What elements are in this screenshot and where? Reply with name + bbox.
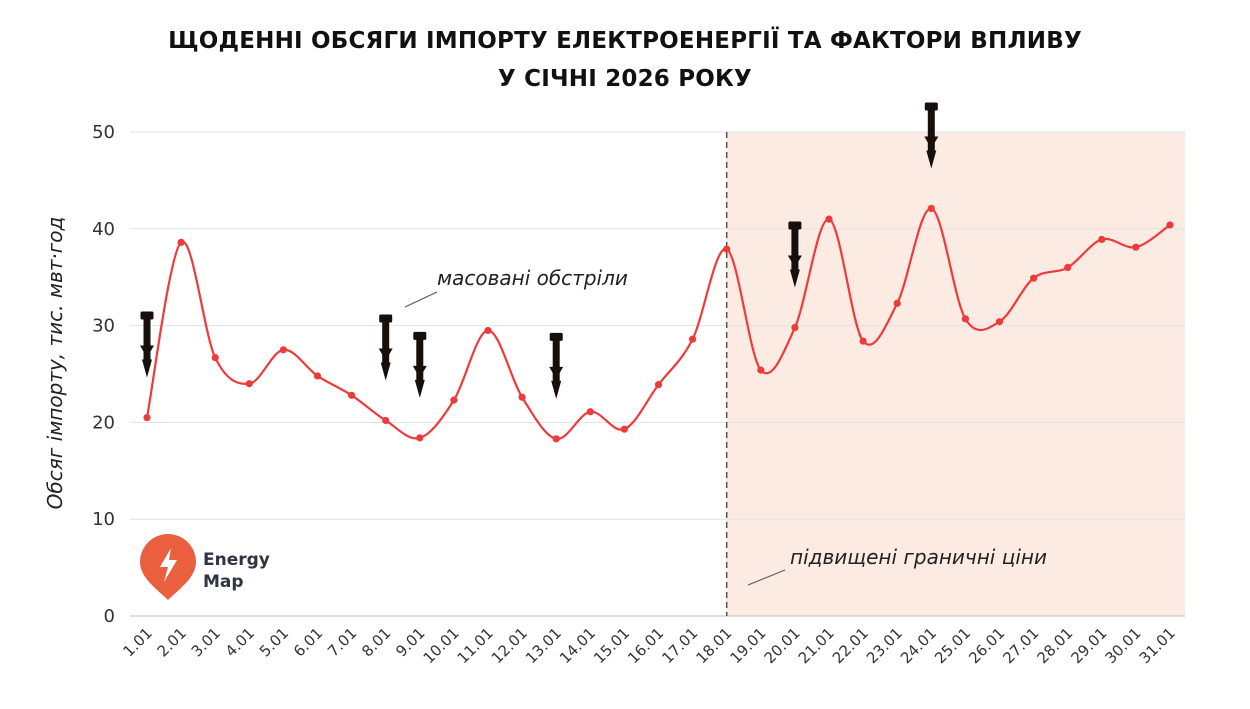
annotation-leader-line-shelling: [404, 291, 438, 308]
x-tick-labels: 1.012.013.014.015.016.017.018.019.0110.0…: [119, 624, 1178, 667]
y-tick-labels: 0 10 20 30 40 50: [92, 122, 115, 627]
data-point: [177, 238, 185, 246]
data-point: [927, 204, 935, 213]
x-tick-label: 10.01: [420, 624, 463, 667]
data-point: [348, 391, 356, 399]
data-point: [791, 323, 799, 332]
missile-icon: [378, 314, 393, 381]
data-point: [1132, 243, 1140, 251]
x-tick-label: 31.01: [1136, 624, 1179, 667]
data-points: [143, 204, 1174, 443]
lightning-bolt-icon: [160, 548, 177, 582]
data-point: [995, 318, 1004, 326]
data-point: [689, 335, 697, 343]
series-line: [145, 207, 1171, 440]
x-tick-label: 26.01: [965, 624, 1008, 667]
data-point: [1166, 221, 1174, 229]
chart-title-line2: У СІЧНІ 2026 РОКУ: [498, 66, 752, 92]
x-tick-label: 3.01: [188, 624, 224, 660]
data-point: [518, 393, 526, 401]
annotation-leader-line-price-caps: [747, 569, 786, 586]
x-tick-label: 27.01: [999, 624, 1042, 667]
data-point: [313, 372, 322, 380]
data-point: [245, 380, 253, 388]
annotation-mass-shelling: масовані обстріли: [437, 266, 628, 290]
data-point: [620, 425, 629, 433]
x-tick-label: 28.01: [1033, 624, 1076, 667]
x-tick-label: 14.01: [556, 624, 599, 667]
x-tick-label: 29.01: [1068, 624, 1111, 667]
missile-icons: [140, 102, 939, 399]
data-point: [416, 434, 424, 442]
x-tick-label: 12.01: [488, 624, 531, 667]
x-tick-label: 13.01: [522, 624, 565, 667]
data-point: [654, 381, 663, 389]
annotation-high-price-caps: підвищені граничні ціни: [790, 545, 1047, 569]
missile-icon: [924, 102, 939, 169]
x-tick-label: 25.01: [931, 624, 974, 667]
data-point: [279, 346, 287, 354]
x-tick-label: 1.01: [119, 624, 155, 660]
x-tick-label: 6.01: [290, 624, 326, 660]
missile-icon: [549, 332, 564, 399]
data-point: [382, 416, 390, 425]
data-point: [143, 413, 151, 422]
x-tick-label: 23.01: [863, 624, 906, 667]
data-point: [484, 326, 492, 335]
missile-icon: [412, 331, 427, 398]
chart-title: ЩОДЕННІ ОБСЯГИ ІМПОРТУ ЕЛЕКТРОЕНЕРГІЇ ТА…: [0, 22, 1250, 98]
data-point: [1064, 263, 1072, 272]
data-point: [586, 408, 594, 416]
energy-map-logo: Energy Map: [140, 534, 270, 600]
missile-icon: [787, 221, 802, 288]
data-point: [723, 245, 731, 253]
x-tick-label: 5.01: [256, 624, 292, 660]
x-tick-label: 16.01: [624, 624, 667, 667]
chart-title-line1: ЩОДЕННІ ОБСЯГИ ІМПОРТУ ЕЛЕКТРОЕНЕРГІЇ ТА…: [168, 28, 1082, 54]
data-point: [552, 435, 560, 443]
x-tick-label: 15.01: [590, 624, 633, 667]
data-point: [1098, 235, 1106, 244]
data-point: [1030, 274, 1038, 282]
logo-text-energy: Energy: [203, 550, 270, 570]
y-tick-label: 40: [92, 219, 115, 240]
x-tick-label: 17.01: [658, 624, 701, 667]
data-point: [825, 215, 833, 223]
data-point: [757, 366, 765, 374]
y-tick-label: 0: [104, 606, 115, 627]
x-tick-label: 8.01: [358, 624, 394, 660]
data-point: [450, 396, 458, 404]
y-tick-label: 20: [92, 412, 115, 433]
x-tick-label: 2.01: [154, 624, 190, 660]
missile-icon: [140, 311, 154, 378]
x-tick-label: 18.01: [692, 624, 735, 667]
x-tick-label: 20.01: [761, 624, 804, 667]
data-point: [211, 353, 219, 362]
x-tick-label: 21.01: [795, 624, 838, 667]
y-axis-label: Обсяг імпорту, тис. мвт·год: [43, 217, 67, 510]
y-tick-label: 50: [92, 122, 115, 143]
data-point: [859, 337, 867, 345]
logo-text-map: Map: [203, 572, 244, 592]
shaded-region-high-price-caps: [726, 132, 1185, 616]
x-tick-label: 19.01: [727, 624, 770, 667]
y-tick-label: 30: [92, 316, 115, 337]
x-tick-label: 24.01: [897, 624, 940, 667]
x-tick-label: 7.01: [324, 624, 360, 660]
x-tick-label: 11.01: [454, 624, 497, 667]
data-point: [961, 315, 970, 323]
y-tick-label: 10: [92, 509, 115, 530]
data-point: [893, 299, 901, 307]
x-tick-label: 4.01: [222, 624, 258, 660]
x-tick-label: 22.01: [829, 624, 872, 667]
gridlines: [130, 131, 1185, 617]
x-tick-label: 30.01: [1102, 624, 1145, 667]
